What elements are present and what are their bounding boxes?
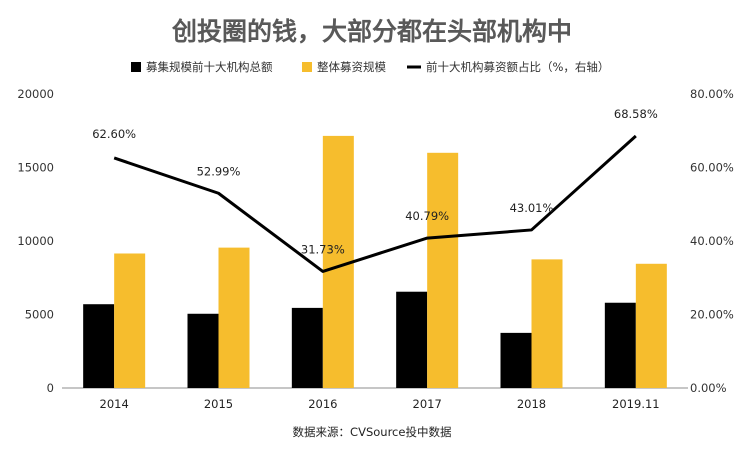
y-right-tick: 0.00% <box>690 381 727 395</box>
chart-title: 创投圈的钱，大部分都在头部机构中 <box>171 17 572 46</box>
bar-top10-total <box>604 302 636 388</box>
bar-overall-total <box>531 259 563 388</box>
bar-top10-total <box>396 291 428 388</box>
x-tick-label: 2018 <box>517 397 546 411</box>
bar-top10-total <box>83 304 115 388</box>
x-tick-label: 2017 <box>413 397 442 411</box>
y-left-tick: 20000 <box>17 87 54 101</box>
data-labels: 62.60% 52.99% 31.73% 40.79% 43.01% 68.58% <box>92 107 658 256</box>
ratio-data-label: 40.79% <box>405 209 449 223</box>
y-left-tick: 10000 <box>17 234 54 248</box>
x-tick-label: 2014 <box>100 397 129 411</box>
legend-swatch-top10 <box>131 62 141 72</box>
legend: 募集规模前十大机构总额 整体募资规模 前十大机构募资额占比（%，右轴） <box>131 60 609 74</box>
ratio-data-label: 43.01% <box>510 201 554 215</box>
bars <box>83 135 667 388</box>
bar-overall-total <box>218 247 250 388</box>
ratio-data-label: 62.60% <box>92 127 136 141</box>
legend-swatch-total <box>302 62 312 72</box>
source-note: 数据来源：CVSource投中数据 <box>293 425 452 439</box>
y-left-tick: 5000 <box>25 308 54 322</box>
bar-top10-total <box>187 313 219 388</box>
y-right-tick: 60.00% <box>690 161 734 175</box>
legend-label-ratio: 前十大机构募资额占比（%，右轴） <box>426 60 609 74</box>
bar-overall-total <box>427 152 459 388</box>
y-right-tick: 20.00% <box>690 308 734 322</box>
bar-top10-total <box>291 307 323 388</box>
y-right-tick: 40.00% <box>690 234 734 248</box>
x-tick-label: 2016 <box>308 397 337 411</box>
axes: 0 5000 10000 15000 20000 0.00% 20.00% 40.00% 60.… <box>17 87 734 411</box>
bar-overall-total <box>114 253 146 388</box>
x-tick-label: 2015 <box>204 397 233 411</box>
legend-label-top10: 募集规模前十大机构总额 <box>146 60 273 74</box>
y-left-tick: 15000 <box>17 161 54 175</box>
bar-overall-total <box>635 263 667 388</box>
ratio-data-label: 52.99% <box>197 164 241 178</box>
legend-label-total: 整体募资规模 <box>317 60 386 74</box>
bar-top10-total <box>500 332 532 388</box>
y-right-tick: 80.00% <box>690 87 734 101</box>
ratio-line <box>113 134 637 273</box>
ratio-data-label: 68.58% <box>614 107 658 121</box>
y-left-tick: 0 <box>47 381 54 395</box>
ratio-data-label: 31.73% <box>301 242 345 256</box>
ratio-line-path <box>113 134 637 273</box>
x-tick-label: 2019.11 <box>612 397 660 411</box>
